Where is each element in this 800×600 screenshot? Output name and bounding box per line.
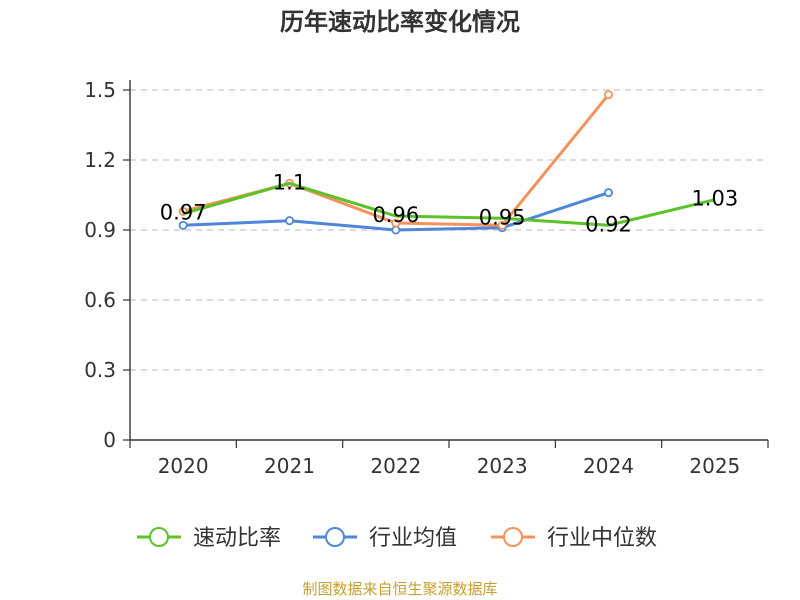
legend-label: 行业均值 [369,526,457,551]
x-tick-label: 2023 [477,454,528,478]
source-note: 制图数据来自恒生聚源数据库 [302,580,498,598]
data-point [391,218,401,228]
chart-title: 历年速动比率变化情况 [280,8,520,36]
data-label: 1.1 [273,170,306,194]
y-tick-label: 0 [103,428,116,452]
legend-item[interactable]: 行业均值 [313,526,457,551]
data-point [604,188,614,198]
data-label: 0.95 [479,205,526,229]
x-tick-label: 2024 [583,454,634,478]
legend-swatch-marker [149,527,169,547]
legend-label: 速动比率 [193,526,281,551]
data-label: 0.92 [585,212,632,236]
x-tick-label: 2022 [370,454,421,478]
series-layer [178,90,716,235]
legend-label: 行业中位数 [547,526,657,551]
series-line [182,181,716,227]
legend-item[interactable]: 行业中位数 [491,526,657,551]
data-label: 1.03 [691,187,738,211]
y-tick-label: 0.3 [84,358,116,382]
legend-item[interactable]: 速动比率 [137,526,281,551]
data-point [604,90,614,100]
axis-layer: 0 0.3 0.6 0.9 1.2 1.5 2020 2021 2022 2023 2024 2025 [84,78,769,478]
legend-swatch-marker [503,527,523,547]
data-label-layer: 0.97 1.1 0.96 0.95 0.92 1.03 [160,170,738,236]
y-tick-label: 0.6 [84,288,116,312]
data-point [284,216,294,226]
data-label: 0.97 [160,201,207,225]
data-point [497,220,507,230]
y-tick-label: 0.9 [84,218,116,242]
x-tick-label: 2021 [264,454,315,478]
legend-swatch-marker [325,527,345,547]
y-tick-label: 1.2 [84,148,116,172]
legend[interactable]: 速动比率 行业均值 行业中位数 [137,526,657,551]
x-tick-label: 2025 [689,454,740,478]
y-tick-label: 1.5 [84,78,116,102]
x-tick-label: 2020 [158,454,209,478]
data-label: 0.96 [372,203,419,227]
data-point [178,220,188,230]
